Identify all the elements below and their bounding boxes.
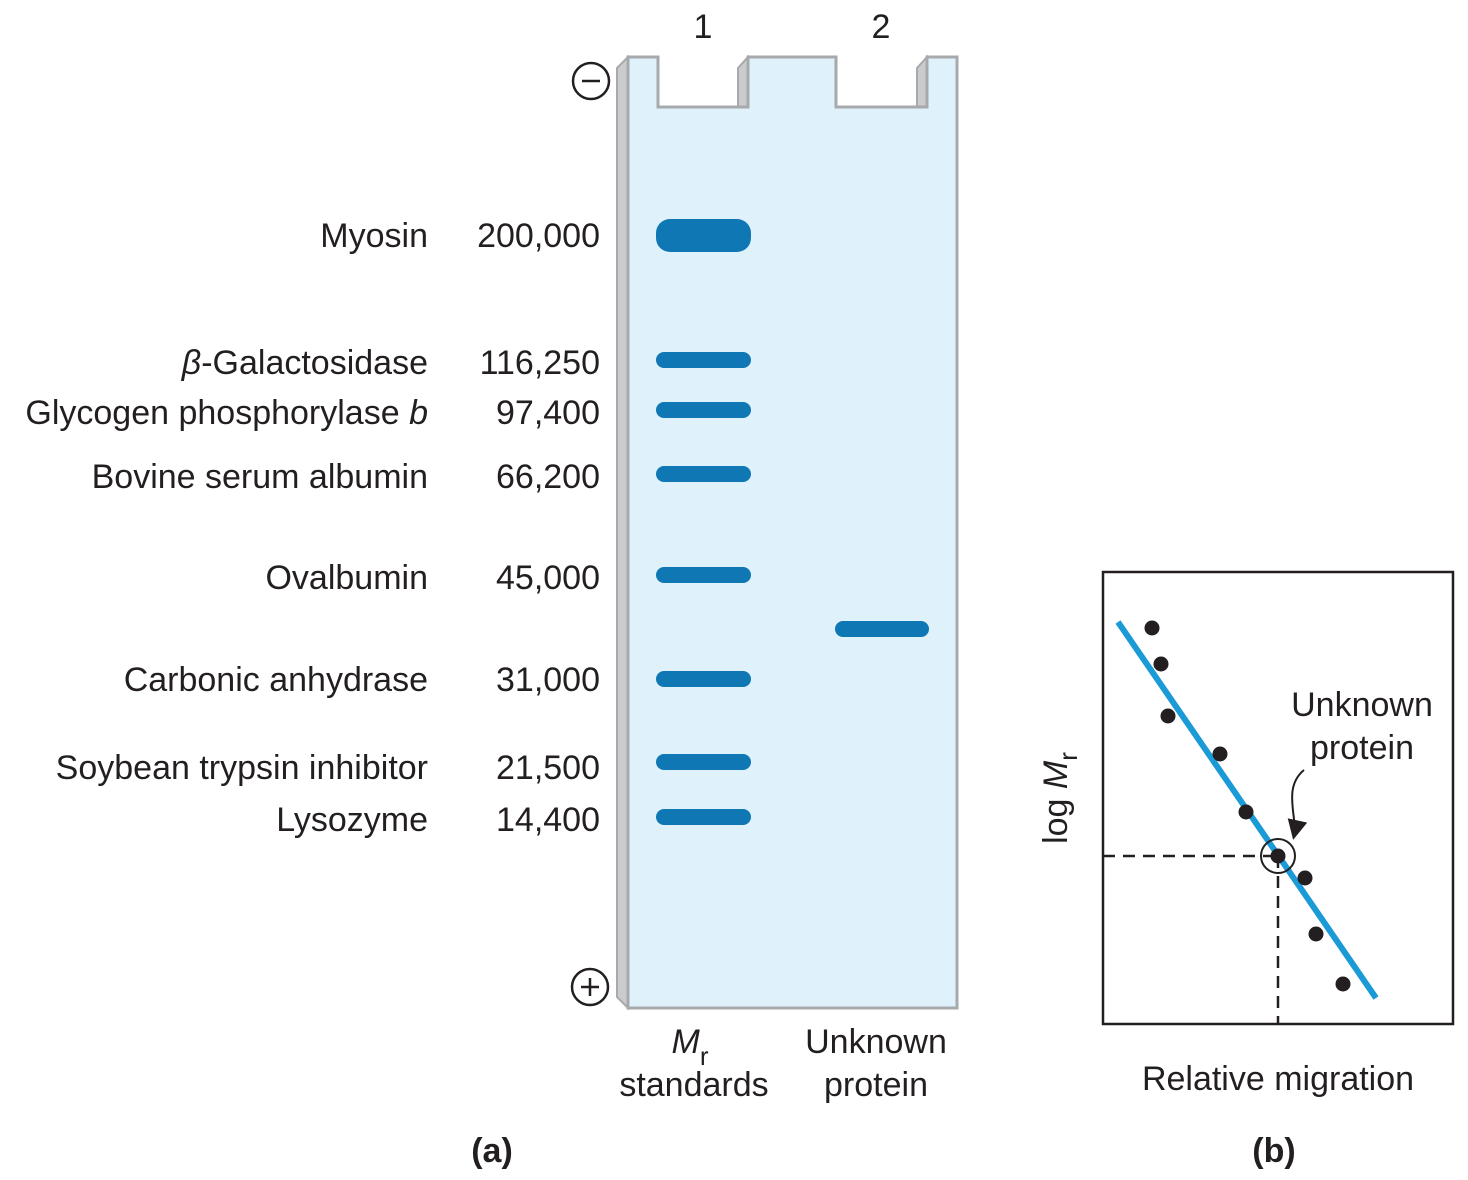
lane-1-caption-symbol: Mr — [672, 1023, 709, 1071]
gel-side-edge — [616, 54, 629, 1011]
standard-mr: 97,400 — [496, 394, 600, 432]
standard-name: Lysozyme — [276, 801, 428, 839]
negative-electrode-icon — [571, 61, 611, 101]
band-glycogen-phosphorylase — [656, 402, 751, 418]
standard-name: Ovalbumin — [265, 559, 428, 597]
data-point — [1153, 656, 1169, 672]
gel-panel: 1 2 Myo — [25, 8, 959, 1170]
gel-body — [626, 55, 959, 1010]
standard-mr: 116,250 — [480, 344, 600, 382]
lane-2-caption-line1: Unknown — [805, 1023, 947, 1061]
standard-mr: 21,500 — [496, 749, 600, 787]
annotation-arrow — [1287, 769, 1308, 840]
band-carbonic-anhydrase — [656, 671, 751, 687]
band-ovalbumin — [656, 567, 751, 583]
standard-name: Bovine serum albumin — [92, 458, 428, 496]
data-point — [1212, 746, 1228, 762]
band-myosin — [656, 219, 751, 252]
standard-mr: 45,000 — [496, 559, 600, 597]
panel-b-label: (b) — [1252, 1132, 1295, 1170]
band-soybean-trypsin-inhibitor — [656, 754, 751, 770]
standard-name: Myosin — [320, 217, 428, 255]
data-point — [1297, 870, 1313, 886]
band-unknown-protein — [835, 621, 929, 637]
x-axis-label: Relative migration — [1142, 1060, 1414, 1098]
band-lysozyme — [656, 809, 751, 825]
standard-mr-values: 200,000 116,250 97,400 66,200 45,000 31,… — [477, 217, 600, 839]
unknown-protein-highlight — [1260, 838, 1296, 874]
positive-electrode-icon — [570, 967, 610, 1007]
standard-name: Soybean trypsin inhibitor — [56, 749, 428, 787]
plot-frame — [1101, 570, 1455, 1026]
panel-a-label: (a) — [471, 1132, 513, 1170]
standard-name: Carbonic anhydrase — [124, 661, 428, 699]
data-point — [1144, 620, 1160, 636]
data-point — [1160, 708, 1176, 724]
data-point — [1238, 804, 1254, 820]
bands — [656, 219, 929, 825]
standard-name: β-Galactosidase — [181, 344, 428, 382]
standard-mr: 14,400 — [496, 801, 600, 839]
data-points — [1144, 620, 1351, 992]
lane-1-number: 1 — [694, 8, 713, 46]
standard-mr: 200,000 — [477, 217, 600, 255]
lane-2-number: 2 — [872, 8, 891, 46]
plot-panel: Unknown protein log Mr Relative migratio… — [1037, 570, 1455, 1170]
annotation-line1: Unknown — [1291, 686, 1433, 724]
lane-1-caption: standards — [619, 1066, 768, 1104]
y-axis-label: log Mr — [1037, 752, 1083, 844]
standard-mr: 31,000 — [496, 661, 600, 699]
unknown-protein-point — [1270, 848, 1286, 864]
data-point — [1308, 926, 1324, 942]
standard-names: Myosin β-Galactosidase Glycogen phosphor… — [25, 217, 428, 839]
standard-name: Glycogen phosphorylase b — [25, 394, 428, 432]
band-beta-galactosidase — [656, 352, 751, 368]
standard-mr: 66,200 — [496, 458, 600, 496]
band-bovine-serum-albumin — [656, 466, 751, 482]
annotation-line2: protein — [1310, 729, 1414, 767]
data-point — [1335, 976, 1351, 992]
lane-2-caption-line2: protein — [824, 1066, 928, 1104]
